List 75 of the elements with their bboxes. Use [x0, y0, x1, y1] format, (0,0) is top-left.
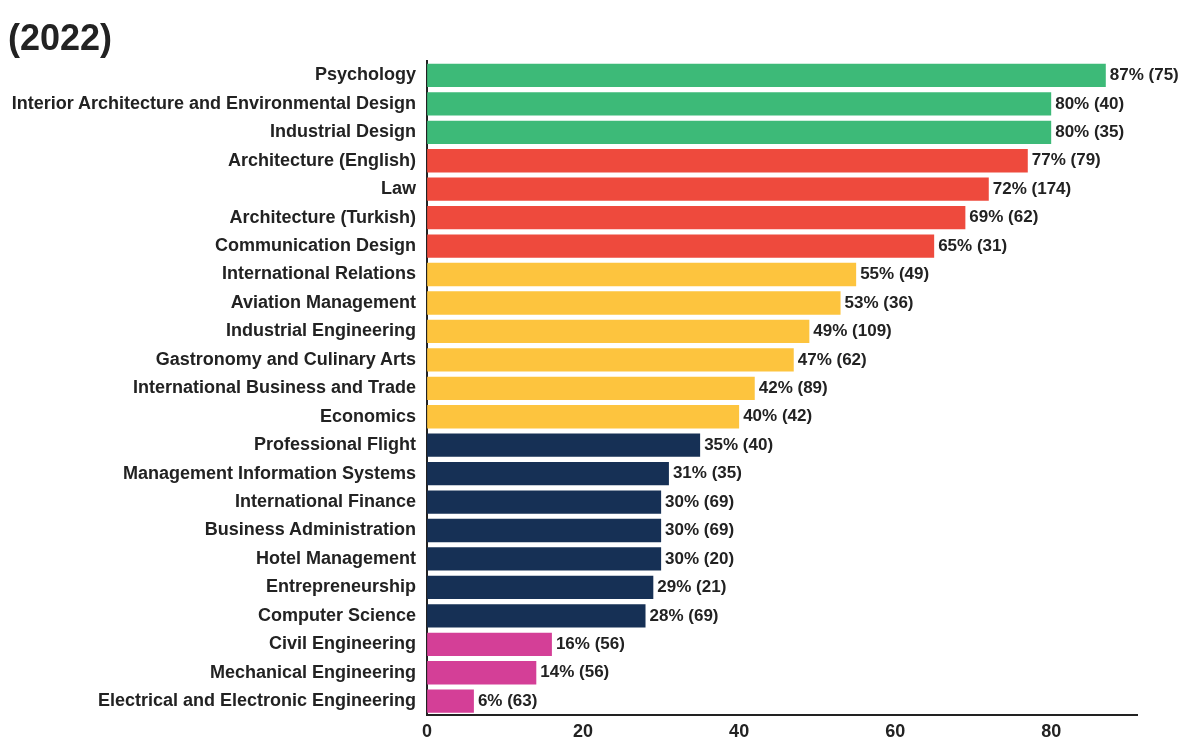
bar: [427, 291, 841, 315]
y-tick-label: Architecture (Turkish): [229, 206, 417, 227]
y-tick-label: Hotel Management: [256, 547, 417, 568]
y-tick-label: Communication Design: [215, 235, 417, 256]
data-label: 65% (31): [938, 235, 1008, 255]
bar: [427, 177, 989, 201]
data-label: 6% (63): [477, 690, 538, 710]
data-label: 31% (35): [672, 463, 742, 483]
y-tick-label: Industrial Design: [270, 121, 417, 142]
x-tick-label: 40: [729, 721, 750, 742]
data-label: 47% (62): [797, 349, 867, 369]
bar: [427, 547, 662, 571]
y-tick-label: Business Administration: [204, 519, 417, 540]
bar: [427, 63, 1106, 88]
data-label: 69% (62): [969, 207, 1039, 227]
data-label: 30% (20): [665, 548, 735, 568]
y-tick-label: International Finance: [235, 491, 417, 512]
bar: [427, 405, 740, 429]
y-tick-label: Civil Engineering: [269, 633, 417, 654]
data-label: 77% (79): [1031, 150, 1101, 170]
bar: [427, 149, 1028, 173]
x-tick-label: 60: [885, 721, 906, 742]
y-tick-label: International Relations: [222, 263, 417, 284]
y-tick-label: Electrical and Electronic Engineering: [97, 690, 417, 711]
x-tick-label: 80: [1041, 721, 1062, 742]
bar: [427, 575, 654, 600]
y-tick-label: Gastronomy and Culinary Arts: [155, 348, 417, 369]
data-label: 49% (109): [813, 321, 892, 341]
data-label: 55% (49): [860, 264, 930, 284]
bar: [427, 376, 755, 400]
data-label: 53% (36): [844, 292, 914, 312]
y-tick-label: Interior Architecture and Environmental Design: [11, 92, 417, 113]
bar: [427, 348, 794, 372]
bar: [427, 319, 810, 344]
bar: [427, 461, 669, 486]
data-label: 72% (174): [992, 178, 1072, 198]
bar: [427, 92, 1052, 116]
data-label: 16% (56): [555, 633, 625, 653]
x-tick-label: 20: [573, 721, 594, 742]
y-tick-label: Computer Science: [258, 604, 417, 625]
data-label: 87% (75): [1109, 65, 1179, 85]
y-tick-label: Mechanical Engineering: [210, 661, 417, 682]
data-label: 35% (40): [704, 434, 774, 454]
data-label: 14% (56): [540, 662, 610, 682]
bar: [427, 490, 662, 514]
text: (2022): [8, 16, 113, 58]
data-label: 28% (69): [649, 605, 719, 625]
bar: [427, 689, 474, 713]
data-label: 29% (21): [657, 577, 727, 597]
y-tick-label: Aviation Management: [230, 291, 417, 312]
data-label: 40% (42): [743, 406, 813, 426]
y-tick-label: Architecture (English): [228, 149, 417, 170]
bar: [427, 632, 552, 656]
y-tick-label: Psychology: [315, 64, 417, 85]
bar: [427, 262, 857, 287]
data-label: 42% (89): [758, 377, 828, 397]
y-tick-label: Industrial Engineering: [226, 320, 417, 341]
data-label: 80% (35): [1055, 122, 1125, 141]
bar: [427, 433, 701, 457]
y-tick-label: Entrepreneurship: [266, 576, 417, 597]
bar: [427, 661, 537, 685]
bar: [427, 120, 1052, 144]
bar: [427, 604, 646, 628]
y-tick-label: International Business and Trade: [133, 377, 417, 398]
bar: [427, 518, 662, 543]
data-label: 30% (69): [665, 491, 735, 511]
y-tick-label: Professional Flight: [254, 434, 417, 455]
y-tick-label: Law: [381, 178, 418, 199]
data-label: 80% (40): [1055, 93, 1125, 113]
bar: [427, 205, 966, 230]
y-tick-label: Management Information Systems: [123, 462, 417, 483]
bar: [427, 234, 935, 258]
x-tick-label: 0: [422, 721, 433, 742]
y-tick-label: Economics: [320, 405, 417, 426]
data-label: 30% (69): [665, 520, 735, 540]
